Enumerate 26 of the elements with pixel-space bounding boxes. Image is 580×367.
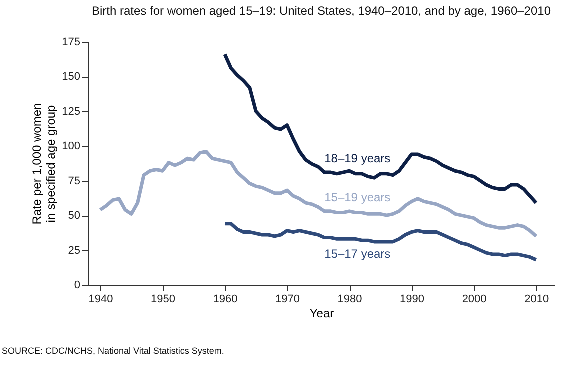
y-tick-label: 175 [62,36,80,48]
x-tick-label: 2000 [462,294,487,306]
y-tick-label: 125 [62,106,80,118]
x-tick-label: 1960 [213,294,238,306]
x-axis-title: Year [310,306,334,320]
line-series [223,222,538,262]
y-tick-label: 25 [68,244,80,257]
line-series [223,52,538,205]
x-tick-label: 1990 [400,294,425,306]
y-tick-label: 100 [62,140,80,153]
series-label: 15–17 years [324,246,391,261]
series-label: 18–19 years [324,152,391,166]
x-tick-label: 1950 [150,294,176,306]
y-tick-label: 150 [62,71,80,84]
x-tick-label: 2010 [524,294,550,306]
y-axis-title: Rate per 1,000 women in specified age group [30,103,58,225]
y-tick-label: 50 [68,210,80,222]
series-label: 15–19 years [324,190,391,204]
y-tick-label: 75 [68,175,80,188]
line-series [98,150,538,238]
x-tick-label: 1970 [276,294,300,306]
source-note: SOURCE: CDC/NCHS, National Vital Statistics System. [2,346,224,356]
y-tick-label: 0 [74,280,80,292]
chart-title: Birth rates for women aged 15–19: United States, 1940–2010, and by age, 1960–2010 [92,4,552,18]
x-tick-label: 1980 [338,294,362,306]
x-tick-label: 1940 [88,294,114,306]
